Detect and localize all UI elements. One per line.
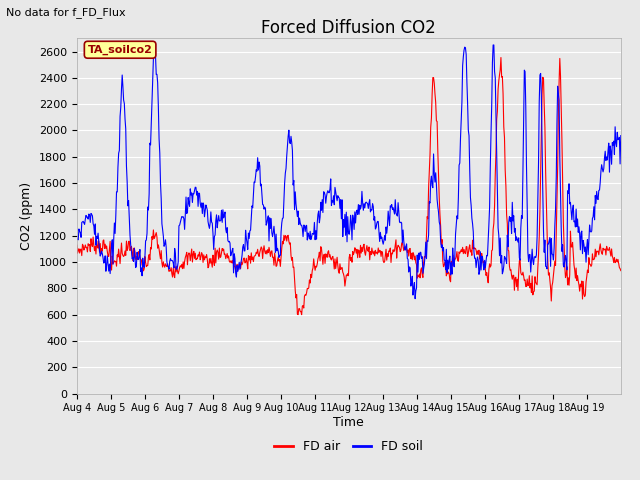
FD soil bbox=[405, 269, 413, 275]
FD air bbox=[73, 242, 81, 248]
FD air bbox=[436, 212, 444, 217]
Line: FD soil: FD soil bbox=[77, 45, 621, 299]
FD soil bbox=[264, 216, 271, 221]
X-axis label: Time: Time bbox=[333, 416, 364, 429]
FD air bbox=[137, 256, 145, 262]
Legend: FD air, FD soil: FD air, FD soil bbox=[269, 435, 428, 458]
Text: No data for f_FD_Flux: No data for f_FD_Flux bbox=[6, 7, 126, 18]
FD air bbox=[284, 232, 292, 238]
Y-axis label: CO2 (ppm): CO2 (ppm) bbox=[20, 182, 33, 250]
FD soil bbox=[284, 133, 292, 139]
FD soil bbox=[73, 235, 81, 241]
FD soil bbox=[490, 42, 497, 48]
FD air bbox=[264, 247, 271, 252]
Line: FD air: FD air bbox=[77, 58, 621, 315]
Title: Forced Diffusion CO2: Forced Diffusion CO2 bbox=[261, 19, 436, 37]
FD soil bbox=[436, 222, 444, 228]
FD soil bbox=[412, 296, 419, 301]
FD air bbox=[497, 55, 505, 60]
Text: TA_soilco2: TA_soilco2 bbox=[88, 45, 152, 55]
FD soil bbox=[137, 269, 145, 275]
FD air bbox=[237, 265, 244, 271]
FD air bbox=[406, 246, 413, 252]
FD soil bbox=[617, 133, 625, 139]
FD soil bbox=[237, 262, 244, 267]
FD air bbox=[617, 268, 625, 274]
FD air bbox=[294, 312, 302, 318]
